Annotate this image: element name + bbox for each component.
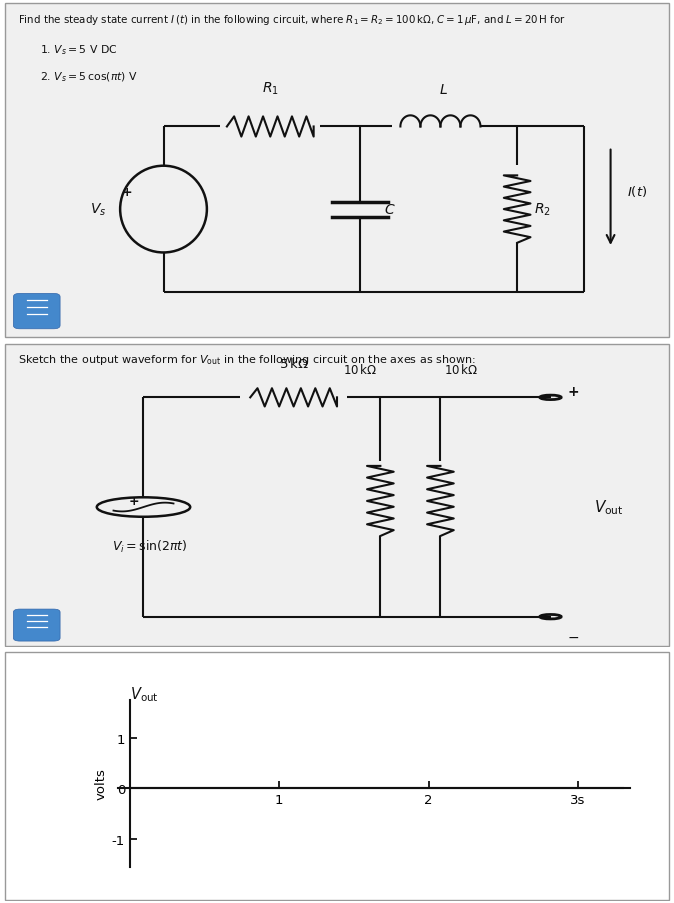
Text: $I(t)$: $I(t)$	[627, 184, 648, 199]
Text: $R_1$: $R_1$	[262, 80, 279, 97]
FancyBboxPatch shape	[5, 5, 669, 338]
Text: 2. $V_s = 5\,\cos(\pi t)$ V: 2. $V_s = 5\,\cos(\pi t)$ V	[40, 70, 138, 84]
Text: 1. $V_s = 5$ V DC: 1. $V_s = 5$ V DC	[40, 43, 117, 57]
Text: $V_i = \sin(2\pi t)$: $V_i = \sin(2\pi t)$	[113, 538, 188, 554]
FancyBboxPatch shape	[13, 294, 60, 330]
Text: +: +	[121, 186, 132, 199]
Text: $V_\mathrm{out}$: $V_\mathrm{out}$	[130, 684, 158, 703]
Text: $-$: $-$	[568, 629, 580, 643]
Text: $10\,\mathrm{k\Omega}$: $10\,\mathrm{k\Omega}$	[443, 363, 478, 377]
Text: $C$: $C$	[384, 203, 396, 217]
Text: $V_s$: $V_s$	[90, 201, 106, 218]
Y-axis label: volts: volts	[94, 768, 108, 799]
Text: $R_2$: $R_2$	[534, 201, 551, 218]
Text: +: +	[568, 385, 579, 399]
Text: $5\,\mathrm{k\Omega}$: $5\,\mathrm{k\Omega}$	[278, 357, 309, 370]
Text: $10\,\mathrm{k\Omega}$: $10\,\mathrm{k\Omega}$	[343, 363, 377, 377]
FancyBboxPatch shape	[5, 652, 669, 900]
FancyBboxPatch shape	[5, 345, 669, 646]
Text: $L$: $L$	[439, 83, 448, 97]
Text: Sketch the output waveform for $V_\mathrm{out}$ in the following circuit on the : Sketch the output waveform for $V_\mathr…	[18, 352, 476, 367]
Text: Find the steady state current $I\,(t)$ in the following circuit, where $R_1 = R_: Find the steady state current $I\,(t)$ i…	[18, 13, 566, 27]
Text: +: +	[129, 494, 140, 507]
Text: $V_\mathrm{out}$: $V_\mathrm{out}$	[594, 498, 623, 517]
FancyBboxPatch shape	[13, 610, 60, 641]
